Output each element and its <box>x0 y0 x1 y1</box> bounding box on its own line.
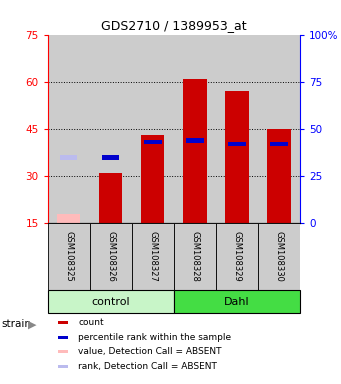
Bar <box>141 135 164 223</box>
Bar <box>270 142 288 146</box>
Bar <box>90 223 132 290</box>
Title: GDS2710 / 1389953_at: GDS2710 / 1389953_at <box>101 19 247 32</box>
Bar <box>258 223 300 290</box>
Bar <box>48 290 174 313</box>
Bar <box>183 79 207 223</box>
Bar <box>48 35 90 223</box>
Bar <box>132 35 174 223</box>
Bar <box>58 336 68 339</box>
Bar <box>58 350 68 353</box>
Bar <box>228 142 246 146</box>
Bar <box>174 223 216 290</box>
Bar <box>144 140 162 144</box>
Bar <box>216 223 258 290</box>
Text: Dahl: Dahl <box>224 297 250 307</box>
Text: rank, Detection Call = ABSENT: rank, Detection Call = ABSENT <box>78 362 217 371</box>
Text: GSM108330: GSM108330 <box>275 232 284 282</box>
Bar <box>132 223 174 290</box>
Bar <box>58 365 68 367</box>
Text: GSM108325: GSM108325 <box>64 232 73 282</box>
Bar <box>102 155 119 160</box>
Text: count: count <box>78 318 104 327</box>
Text: ▶: ▶ <box>28 319 36 329</box>
Text: value, Detection Call = ABSENT: value, Detection Call = ABSENT <box>78 347 222 356</box>
Bar <box>60 155 77 160</box>
Bar <box>186 138 204 142</box>
Text: GSM108329: GSM108329 <box>233 232 241 282</box>
Bar <box>99 173 122 223</box>
Bar <box>57 214 80 223</box>
Text: GSM108326: GSM108326 <box>106 232 115 282</box>
Bar <box>258 35 300 223</box>
Bar <box>48 223 90 290</box>
Bar <box>90 35 132 223</box>
Text: control: control <box>91 297 130 307</box>
Text: GSM108328: GSM108328 <box>190 232 199 282</box>
Bar <box>216 35 258 223</box>
Text: GSM108327: GSM108327 <box>148 232 158 282</box>
Bar <box>225 91 249 223</box>
Text: percentile rank within the sample: percentile rank within the sample <box>78 333 231 342</box>
Bar <box>174 35 216 223</box>
Bar <box>267 129 291 223</box>
Text: strain: strain <box>2 319 32 329</box>
Bar <box>58 321 68 324</box>
Bar <box>174 290 300 313</box>
